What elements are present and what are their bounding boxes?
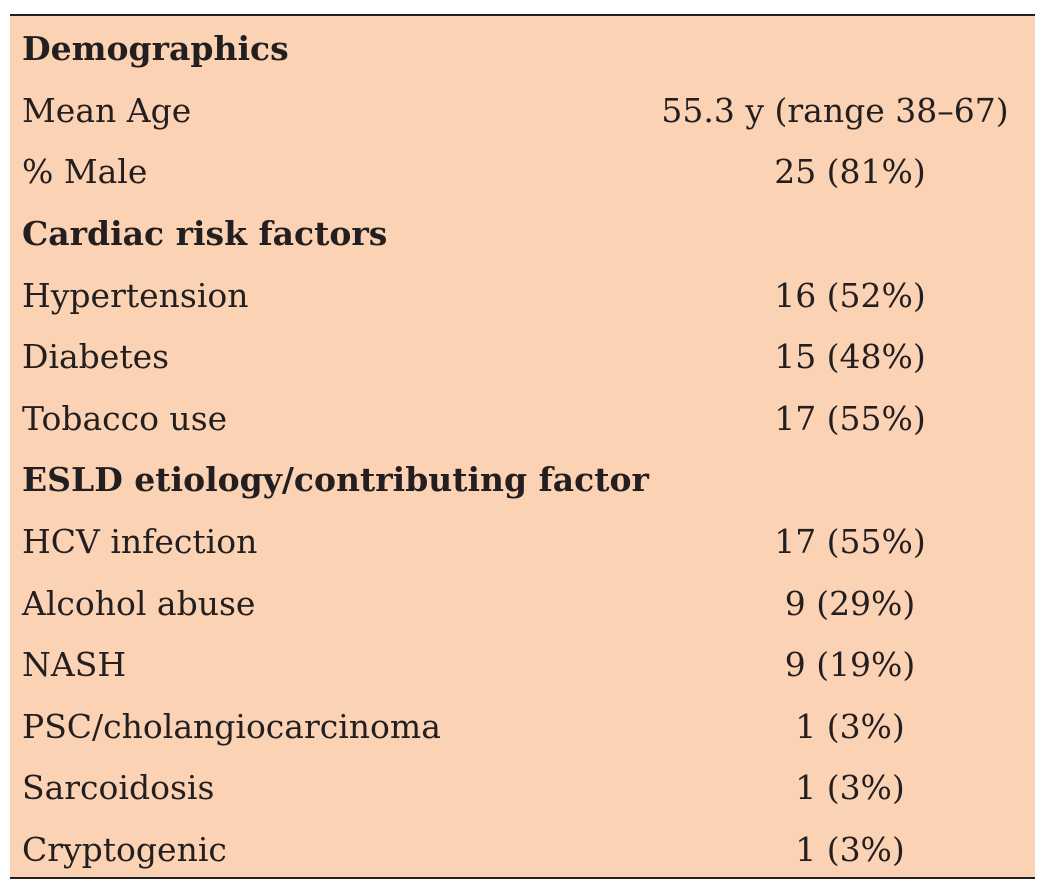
- row-value: 9 (29%): [784, 583, 916, 623]
- table-row-diabetes: Diabetes 15 (48%): [10, 326, 1035, 388]
- row-label: % Male: [22, 152, 148, 192]
- section-row-esld-etiology: ESLD etiology/contributing factor: [10, 449, 1035, 511]
- table-row-hypertension: Hypertension 16 (52%): [10, 264, 1035, 326]
- row-value: 1 (3%): [795, 768, 905, 808]
- row-value: 15 (48%): [774, 337, 926, 377]
- row-label: HCV infection: [22, 522, 258, 562]
- table-row-nash: NASH 9 (19%): [10, 634, 1035, 696]
- row-label: Sarcoidosis: [22, 768, 215, 808]
- row-value: 16 (52%): [774, 275, 926, 315]
- section-row-demographics: Demographics: [10, 18, 1035, 80]
- section-heading: ESLD etiology/contributing factor: [22, 460, 649, 500]
- row-value: 17 (55%): [774, 522, 926, 562]
- row-value: 55.3 y (range 38–67): [661, 90, 1009, 130]
- row-value: 17 (55%): [774, 398, 926, 438]
- row-value: 1 (3%): [795, 830, 905, 870]
- row-label: Alcohol abuse: [22, 583, 256, 623]
- patient-characteristics-table: Demographics Mean Age 55.3 y (range 38–6…: [10, 14, 1035, 879]
- table-row-sarcoidosis: Sarcoidosis 1 (3%): [10, 757, 1035, 819]
- row-label: Diabetes: [22, 337, 170, 377]
- row-value: 1 (3%): [795, 706, 905, 746]
- section-row-cardiac-risk-factors: Cardiac risk factors: [10, 203, 1035, 265]
- table-row-male: % Male 25 (81%): [10, 141, 1035, 203]
- section-heading: Demographics: [22, 29, 289, 69]
- row-label: Hypertension: [22, 275, 249, 315]
- row-label: Mean Age: [22, 90, 192, 130]
- row-label: Tobacco use: [22, 398, 228, 438]
- row-value: 25 (81%): [774, 152, 926, 192]
- table-row-tobacco-use: Tobacco use 17 (55%): [10, 388, 1035, 450]
- section-heading: Cardiac risk factors: [22, 214, 388, 254]
- row-label: PSC/cholangiocarcinoma: [22, 706, 441, 746]
- table-row-mean-age: Mean Age 55.3 y (range 38–67): [10, 80, 1035, 142]
- table-row-hcv-infection: HCV infection 17 (55%): [10, 511, 1035, 573]
- row-label: NASH: [22, 645, 127, 685]
- table-row-cryptogenic: Cryptogenic 1 (3%): [10, 819, 1035, 881]
- row-value: 9 (19%): [784, 645, 916, 685]
- table-row-psc-cholangiocarcinoma: PSC/cholangiocarcinoma 1 (3%): [10, 696, 1035, 758]
- table-row-alcohol-abuse: Alcohol abuse 9 (29%): [10, 572, 1035, 634]
- row-label: Cryptogenic: [22, 830, 227, 870]
